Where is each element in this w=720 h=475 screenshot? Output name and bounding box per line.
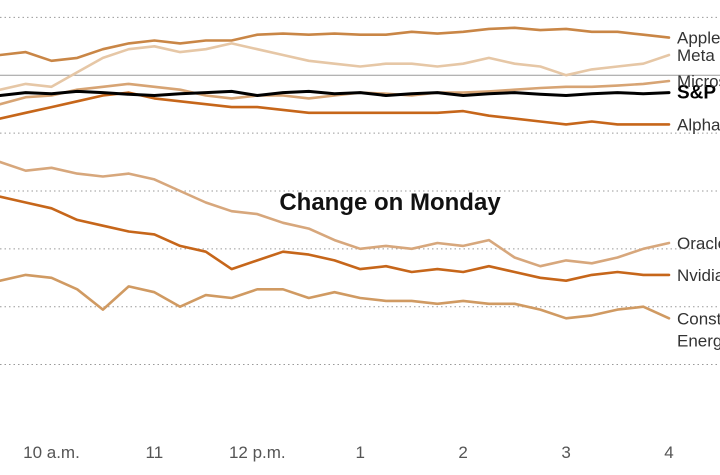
series-label: Meta <box>677 46 715 65</box>
x-tick-label: 10 a.m. <box>23 443 80 462</box>
series-label: Alphabet <box>677 115 720 134</box>
series-lines <box>0 26 671 320</box>
chart-title: Change on Monday <box>279 189 501 216</box>
series-line-oracle <box>0 160 671 268</box>
series-line-apple <box>0 26 671 63</box>
series-label: Apple <box>677 29 720 48</box>
series-line-meta <box>0 42 671 91</box>
x-tick-label: 2 <box>458 443 467 462</box>
series-label: S&P 500 <box>677 83 720 104</box>
x-tick-label: 4 <box>664 443 673 462</box>
series-label: Microsoft <box>677 72 720 91</box>
series-line-s-p-500 <box>0 89 671 97</box>
x-tick-label: 11 <box>146 443 164 462</box>
series-label: Oracle <box>677 234 720 253</box>
series-line-microsoft <box>0 79 671 106</box>
series-line-constellation-energy <box>0 273 671 320</box>
series-line-nvidia <box>0 195 671 283</box>
series-line-alphabet <box>0 91 671 126</box>
x-tick-label: 3 <box>561 443 570 462</box>
x-axis-ticks: 10 a.m. 11 12 p.m. 1 2 3 4 <box>23 443 674 462</box>
series-label: Energy <box>677 331 720 350</box>
series-label: Constellation <box>677 309 720 328</box>
x-tick-label: 12 p.m. <box>229 443 286 462</box>
x-tick-label: 1 <box>355 443 364 462</box>
series-label: Nvidia <box>677 266 720 285</box>
